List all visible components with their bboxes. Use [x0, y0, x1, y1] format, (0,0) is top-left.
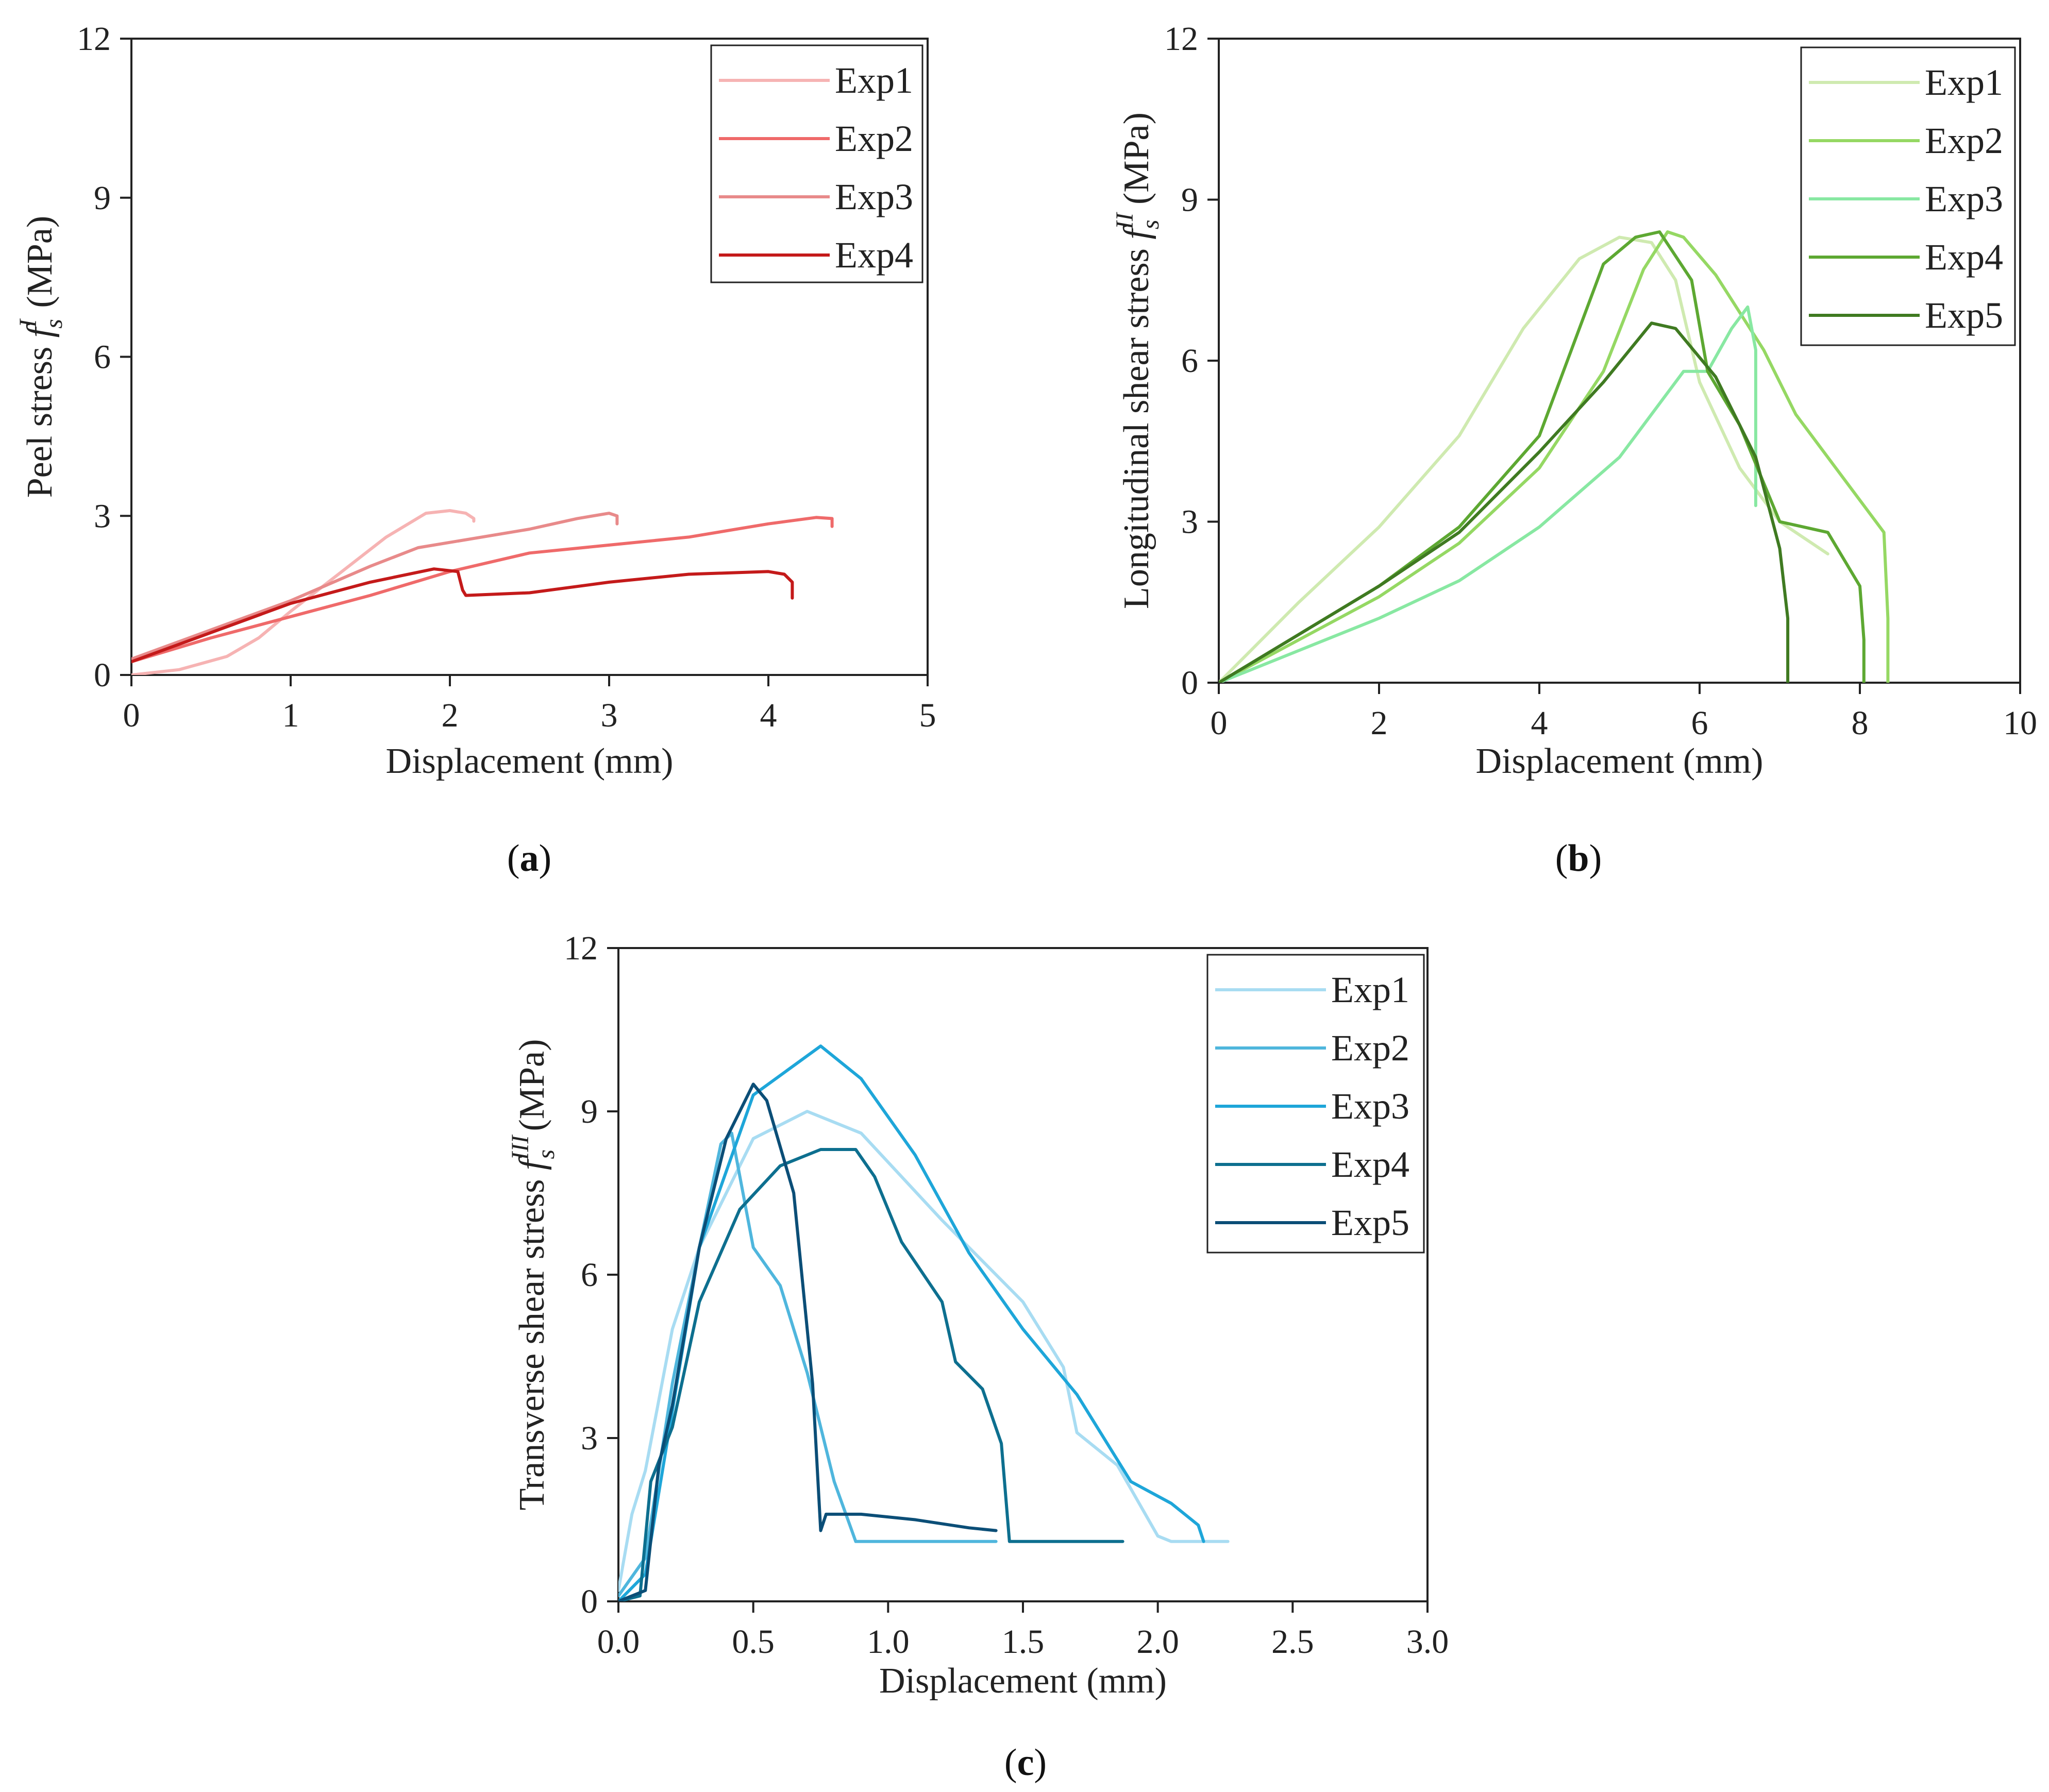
x-axis-label: Displacement (mm): [386, 741, 674, 781]
x-tick-label: 2: [442, 697, 459, 734]
legend-box: [1206, 954, 1425, 1254]
y-tick-label: 3: [581, 1419, 598, 1457]
y-tick-label: 9: [581, 1093, 598, 1130]
series-line-exp2: [1219, 230, 1890, 683]
legend-label: Exp1: [1331, 969, 1409, 1010]
series-group: [131, 509, 834, 675]
legend-label: Exp3: [835, 176, 913, 217]
legend-label: Exp1: [835, 60, 913, 101]
y-tick-label: 0: [581, 1583, 598, 1620]
y-tick-label: 6: [1181, 342, 1198, 380]
legend-box: [710, 44, 923, 283]
x-tick-label: 1.5: [1002, 1623, 1045, 1661]
series-line-exp5: [1219, 322, 1790, 683]
x-tick-label: 5: [919, 697, 936, 734]
panel-c: 0.0 0.5 1.0 1.5 2.0 2.5 3.0 0 3 6 9 12 Displacement …: [507, 929, 1449, 1784]
x-tick-label: 0.5: [732, 1623, 775, 1661]
legend-label: Exp4: [1331, 1144, 1409, 1185]
x-tick-label: 2.5: [1271, 1623, 1314, 1661]
x-tick-label: 3: [601, 697, 618, 734]
series-group: [618, 1044, 1230, 1601]
series-group: [1219, 230, 1890, 683]
x-axis-label: Displacement (mm): [1476, 741, 1764, 781]
legend-label: Exp2: [1925, 120, 2003, 161]
legend-label: Exp4: [1925, 236, 2003, 278]
legend: Exp1 Exp2 Exp3 Exp4: [710, 44, 923, 283]
x-tick-label: 6: [1691, 704, 1708, 742]
y-tick-label: 9: [94, 179, 111, 217]
x-tick-label: 8: [1852, 704, 1869, 742]
legend-box: [1800, 46, 2016, 346]
legend-label: Exp5: [1925, 295, 2003, 336]
series-line-exp4: [131, 567, 794, 664]
legend-label: Exp5: [1331, 1202, 1409, 1243]
legend-label: Exp2: [835, 118, 913, 159]
x-tick-label: 4: [760, 697, 777, 734]
y-tick-label: 6: [581, 1256, 598, 1294]
panel-b: 0 2 4 6 8 10 0 3 6 9 12 Displacement (mm) Longitudin…: [1111, 20, 2037, 880]
y-axis-label: Transverse shear stress fIIIs (MPa): [507, 1039, 560, 1511]
series-line-exp1: [618, 1110, 1230, 1592]
legend-label: Exp1: [1925, 62, 2003, 103]
legend-label: Exp4: [835, 234, 913, 276]
series-line-exp3: [1219, 305, 1757, 683]
y-tick-label: 9: [1181, 181, 1198, 219]
series-line-exp2: [131, 516, 834, 664]
series-line-exp5: [618, 1083, 998, 1601]
y-tick-label: 3: [1181, 503, 1198, 541]
y-tick-label: 12: [77, 20, 111, 58]
panel-label: (b): [1555, 837, 1602, 880]
legend-label: Exp3: [1331, 1086, 1409, 1127]
x-tick-label: 2: [1371, 704, 1388, 742]
series-line-exp4: [618, 1148, 1124, 1601]
x-tick-label: 4: [1531, 704, 1548, 742]
x-tick-label: 10: [2003, 704, 2037, 742]
y-tick-label: 6: [94, 339, 111, 376]
legend: Exp1 Exp2 Exp3 Exp4 Exp5: [1800, 46, 2016, 346]
y-tick-label: 12: [564, 929, 598, 967]
series-line-exp2: [618, 1131, 998, 1598]
x-tick-label: 1.0: [867, 1623, 910, 1661]
y-tick-label: 12: [1164, 20, 1198, 58]
x-tick-label: 0: [1211, 704, 1228, 742]
series-line-exp1: [131, 509, 476, 675]
y-axis-label: Longitudinal shear stress fIIs (MPa): [1111, 112, 1164, 609]
x-tick-label: 0.0: [597, 1623, 640, 1661]
series-line-exp4: [1219, 230, 1866, 683]
legend: Exp1 Exp2 Exp3 Exp4 Exp5: [1206, 954, 1425, 1254]
panel-label: (a): [507, 837, 551, 880]
series-line-exp1: [1219, 235, 1829, 683]
x-tick-label: 3.0: [1406, 1623, 1449, 1661]
y-tick-label: 0: [94, 656, 111, 694]
x-tick-label: 0: [123, 697, 140, 734]
panel-label: (c): [1004, 1742, 1047, 1784]
y-axis-label: Peel stress fIs (MPa): [14, 216, 68, 498]
legend-label: Exp3: [1925, 178, 2003, 219]
y-tick-label: 3: [94, 497, 111, 535]
x-tick-label: 2.0: [1136, 1623, 1179, 1661]
legend-label: Exp2: [1331, 1027, 1409, 1069]
x-tick-label: 1: [282, 697, 299, 734]
y-tick-label: 0: [1181, 664, 1198, 702]
series-line-exp3: [131, 512, 619, 661]
x-axis-label: Displacement (mm): [879, 1661, 1167, 1701]
